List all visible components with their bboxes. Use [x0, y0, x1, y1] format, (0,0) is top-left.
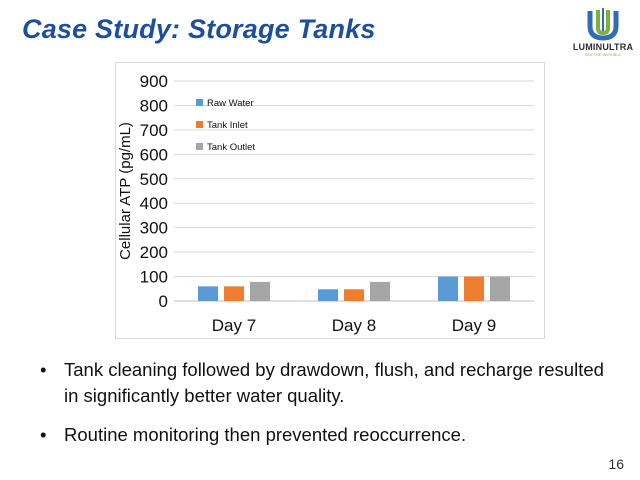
logo-tagline: SEE THE INVISIBLE [584, 53, 621, 57]
x-tick-label: Day 9 [452, 316, 496, 335]
legend-label: Tank Inlet [207, 120, 248, 131]
x-tick-label: Day 7 [212, 316, 256, 335]
bar-chart: 0 100 200 300 400 500 600 700 800 900 Cellular ATP… [117, 72, 534, 335]
page-number: 16 [608, 456, 624, 472]
bar [224, 286, 244, 301]
y-tick-label: 900 [140, 72, 168, 91]
y-tick-label: 0 [159, 292, 168, 311]
legend-label: Tank Outlet [207, 142, 255, 153]
legend-swatch [196, 143, 203, 150]
logo-mark-icon [587, 8, 619, 41]
y-tick-label: 400 [140, 194, 168, 213]
y-tick-label: 200 [140, 243, 168, 262]
slide-title: Case Study: Storage Tanks [22, 14, 376, 44]
y-tick-label: 700 [140, 121, 168, 140]
bullet-item: • Routine monitoring then prevented reoc… [40, 422, 620, 448]
bar [490, 276, 510, 301]
chart-frame: 0 100 200 300 400 500 600 700 800 900 Cellular ATP… [115, 62, 545, 339]
y-tick-label: 100 [140, 268, 168, 287]
y-axis-label: Cellular ATP (pg/mL) [117, 122, 134, 260]
x-tick-label: Day 8 [332, 316, 376, 335]
legend-swatch [196, 121, 203, 128]
bar [250, 281, 270, 301]
bullet-dot-icon: • [40, 359, 47, 380]
legend-label: Raw Water [207, 98, 254, 109]
bar [344, 289, 364, 301]
y-tick-label: 600 [140, 145, 168, 164]
bullet-item: • Tank cleaning followed by drawdown, fl… [40, 357, 620, 409]
bullet-text: Tank cleaning followed by drawdown, flus… [64, 359, 604, 406]
y-tick-label: 800 [140, 96, 168, 115]
bar [438, 276, 458, 301]
bar [464, 276, 484, 301]
y-tick-label: 500 [140, 170, 168, 189]
y-tick-label: 300 [140, 219, 168, 238]
logo-wordmark: LUMINULTRA [572, 42, 634, 52]
bar [198, 286, 218, 301]
bullet-list: • Tank cleaning followed by drawdown, fl… [40, 357, 620, 461]
bar [318, 289, 338, 301]
bullet-dot-icon: • [40, 424, 47, 445]
bar [370, 281, 390, 301]
luminultra-logo: LUMINULTRA SEE THE INVISIBLE [568, 8, 638, 64]
legend-swatch [196, 99, 203, 106]
bullet-text: Routine monitoring then prevented reoccu… [64, 424, 467, 445]
